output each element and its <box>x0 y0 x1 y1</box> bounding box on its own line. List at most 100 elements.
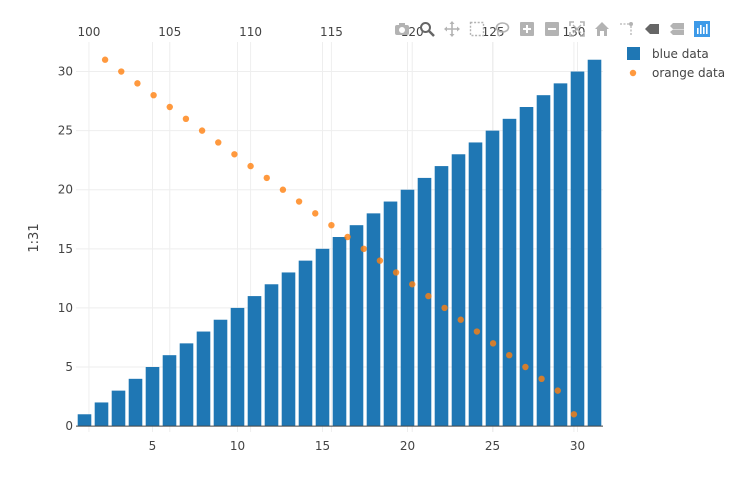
zoom-out-icon[interactable] <box>542 19 561 39</box>
scatter-series-orange[interactable] <box>101 56 578 418</box>
bar[interactable] <box>485 130 500 427</box>
bar[interactable] <box>587 59 602 427</box>
bar[interactable] <box>315 248 330 427</box>
scatter-point[interactable] <box>295 198 303 205</box>
bar[interactable] <box>366 213 381 427</box>
scatter-point[interactable] <box>215 139 222 146</box>
pan-icon[interactable] <box>442 19 461 39</box>
bar[interactable] <box>111 390 126 427</box>
modebar <box>392 18 717 40</box>
scatter-point[interactable] <box>538 375 545 383</box>
bar[interactable] <box>128 378 143 427</box>
bar[interactable] <box>417 177 432 427</box>
x-tick-label-top: 115 <box>320 25 343 39</box>
hover-compare-icon[interactable] <box>667 19 686 39</box>
bar[interactable] <box>145 367 160 427</box>
scatter-point[interactable] <box>247 162 254 170</box>
legend-item-blue[interactable]: blue data <box>627 47 709 61</box>
bar[interactable] <box>298 260 313 427</box>
scatter-point[interactable] <box>198 127 206 134</box>
bar[interactable] <box>94 402 109 427</box>
x-tick-label-top: 110 <box>239 25 262 39</box>
bar[interactable] <box>264 284 279 427</box>
zoom-icon[interactable] <box>417 19 436 39</box>
legend-item-orange[interactable]: orange data <box>629 66 725 80</box>
zoom-in-icon[interactable] <box>517 19 536 39</box>
scatter-point[interactable] <box>150 91 157 99</box>
scatter-point[interactable] <box>425 292 432 300</box>
x-axis-bottom-ticks: 5 10 15 20 25 30 <box>149 439 585 453</box>
plotly-logo-icon[interactable] <box>692 19 711 39</box>
legend[interactable]: blue data orange data <box>627 47 725 80</box>
scatter-point[interactable] <box>279 186 287 193</box>
bar[interactable] <box>179 343 194 427</box>
box-select-icon[interactable] <box>467 19 486 39</box>
reset-axes-icon[interactable] <box>592 19 611 39</box>
scatter-point[interactable] <box>392 269 400 276</box>
hover-closest-icon[interactable] <box>642 19 661 39</box>
x-tick-label-bottom: 20 <box>400 439 415 453</box>
scatter-point[interactable] <box>101 56 109 63</box>
bar[interactable] <box>400 189 415 427</box>
bar[interactable] <box>570 71 585 427</box>
legend-label-blue: blue data <box>652 47 709 61</box>
x-tick-label-bottom: 30 <box>570 439 585 453</box>
y-axis-title: 1:31 <box>27 223 42 252</box>
scatter-point[interactable] <box>344 233 351 241</box>
bar[interactable] <box>553 83 568 427</box>
spike-lines-icon[interactable] <box>617 19 636 39</box>
x-tick-label-bottom: 25 <box>485 439 500 453</box>
autoscale-icon[interactable] <box>567 19 586 39</box>
bar[interactable] <box>281 272 296 427</box>
scatter-point[interactable] <box>312 210 319 217</box>
bar[interactable] <box>434 166 449 427</box>
bar[interactable] <box>349 225 364 427</box>
x-tick-label-top: 105 <box>158 25 181 39</box>
camera-icon[interactable] <box>392 19 411 39</box>
y-tick-label: 10 <box>58 301 73 315</box>
lasso-select-icon[interactable] <box>492 19 511 39</box>
scatter-point[interactable] <box>409 281 416 288</box>
bar[interactable] <box>162 355 177 427</box>
legend-swatch-blue <box>627 47 640 60</box>
scatter-point[interactable] <box>554 387 561 394</box>
bar[interactable] <box>519 107 534 427</box>
legend-swatch-orange <box>629 69 637 77</box>
y-tick-label: 15 <box>58 242 73 256</box>
scatter-point[interactable] <box>506 351 513 359</box>
y-tick-label: 5 <box>65 360 73 374</box>
bar[interactable] <box>213 319 228 427</box>
bar[interactable] <box>451 154 466 427</box>
bar[interactable] <box>468 142 483 427</box>
y-tick-label: 20 <box>58 183 73 197</box>
scatter-point[interactable] <box>473 328 481 335</box>
scatter-point[interactable] <box>182 115 190 123</box>
bar[interactable] <box>77 414 92 427</box>
bar[interactable] <box>536 95 551 427</box>
x-tick-label-bottom: 10 <box>230 439 245 453</box>
bar-series-blue[interactable] <box>77 59 602 427</box>
scatter-point[interactable] <box>441 304 448 312</box>
scatter-point[interactable] <box>376 257 384 264</box>
x-tick-label-bottom: 5 <box>149 439 157 453</box>
bar[interactable] <box>502 118 517 427</box>
bar[interactable] <box>332 237 347 427</box>
scatter-point[interactable] <box>360 245 367 253</box>
scatter-point[interactable] <box>570 411 578 418</box>
bar[interactable] <box>383 201 398 427</box>
scatter-point[interactable] <box>489 340 497 347</box>
scatter-point[interactable] <box>263 174 270 182</box>
scatter-point[interactable] <box>457 316 464 323</box>
scatter-point[interactable] <box>166 103 173 111</box>
legend-label-orange: orange data <box>652 66 725 80</box>
scatter-point[interactable] <box>231 151 238 158</box>
bar[interactable] <box>230 307 245 427</box>
y-tick-label: 30 <box>58 65 73 79</box>
scatter-point[interactable] <box>118 68 125 75</box>
bar[interactable] <box>196 331 211 427</box>
scatter-point[interactable] <box>522 363 529 371</box>
bar[interactable] <box>247 296 262 427</box>
scatter-point[interactable] <box>134 80 141 87</box>
scatter-point[interactable] <box>328 221 335 229</box>
